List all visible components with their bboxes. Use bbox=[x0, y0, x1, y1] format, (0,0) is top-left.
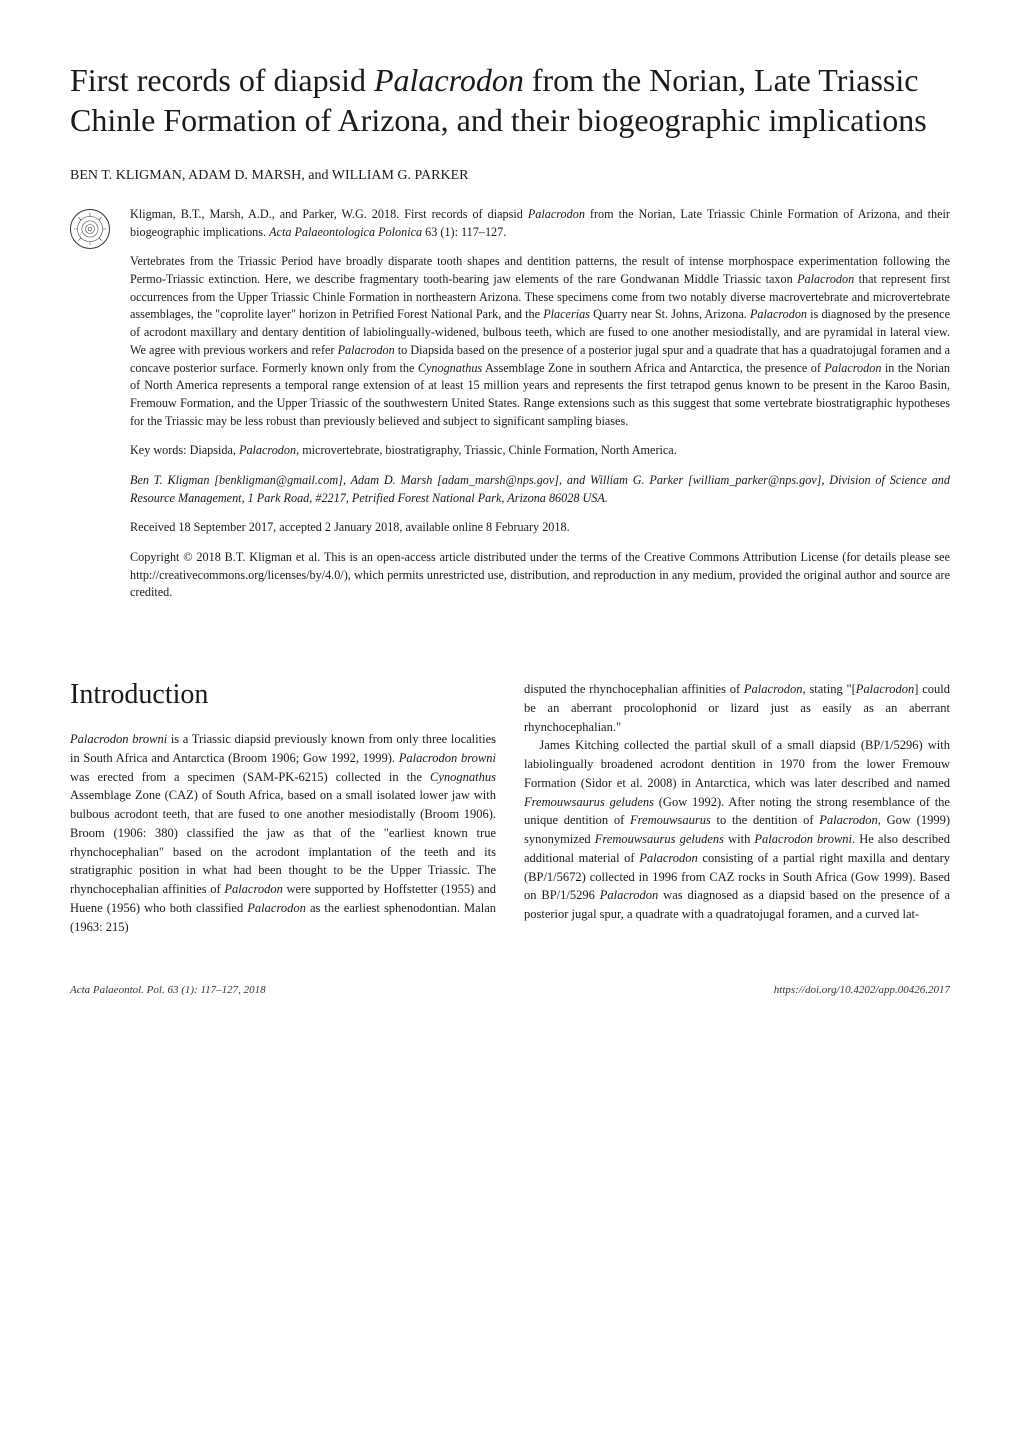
abstract-block: Vertebrates from the Triassic Period hav… bbox=[130, 253, 950, 430]
ammonite-icon bbox=[70, 209, 110, 249]
authors-line: BEN T. KLIGMAN, ADAM D. MARSH, and WILLI… bbox=[70, 168, 950, 184]
copyright-block: Copyright © 2018 B.T. Kligman et al. Thi… bbox=[130, 549, 950, 602]
footer-doi: https://doi.org/10.4202/app.00426.2017 bbox=[774, 984, 950, 996]
affiliation-block: Ben T. Kligman [benkligman@gmail.com], A… bbox=[130, 472, 950, 507]
intro-right-continuation: disputed the rhynchocephalian affinities… bbox=[524, 680, 950, 736]
intro-left-paragraph: Palacrodon browni is a Triassic diapsid … bbox=[70, 730, 496, 936]
keywords-block: Key words: Diapsida, Palacrodon, microve… bbox=[130, 442, 950, 460]
citation-block: Kligman, B.T., Marsh, A.D., and Parker, … bbox=[130, 206, 950, 241]
intro-right-paragraph: James Kitching collected the partial sku… bbox=[524, 736, 950, 924]
article-title: First records of diapsid Palacrodon from… bbox=[70, 60, 950, 140]
footer-journal-ref: Acta Palaeontol. Pol. 63 (1): 117–127, 2… bbox=[70, 984, 266, 996]
journal-icon-column bbox=[70, 206, 112, 630]
received-block: Received 18 September 2017, accepted 2 J… bbox=[130, 519, 950, 537]
introduction-heading: Introduction bbox=[70, 674, 496, 716]
